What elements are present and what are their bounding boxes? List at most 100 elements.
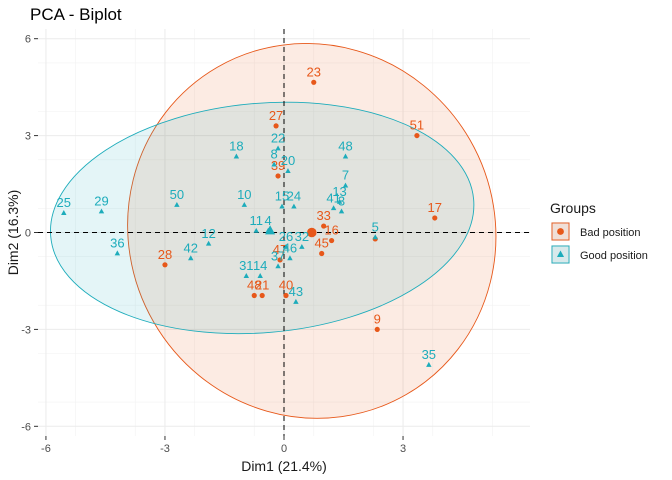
data-point xyxy=(372,234,378,240)
point-label: 18 xyxy=(229,139,243,154)
x-tick-label: 0 xyxy=(281,443,287,455)
group-ellipse xyxy=(50,101,475,335)
data-point xyxy=(277,257,283,263)
data-point xyxy=(330,205,337,211)
data-point xyxy=(259,292,265,299)
data-point xyxy=(336,198,343,204)
point-label: 47 xyxy=(273,242,287,257)
data-point xyxy=(283,243,289,249)
point-label: 28 xyxy=(158,247,172,262)
data-point xyxy=(414,132,420,139)
data-point xyxy=(114,250,121,256)
point-label: 9 xyxy=(374,311,381,326)
point-label: 14 xyxy=(253,258,267,273)
data-point xyxy=(426,361,432,367)
data-point xyxy=(205,240,212,246)
x-tick-label: -6 xyxy=(41,443,51,455)
point-label: 13 xyxy=(332,184,346,199)
point-label: 41 xyxy=(326,190,340,205)
point-label: 8 xyxy=(270,147,277,162)
point-label: 36 xyxy=(110,235,124,250)
point-label: 43 xyxy=(289,284,303,299)
legend: Groups Bad position Good position xyxy=(550,200,648,264)
x-tick-label: -3 xyxy=(160,443,170,455)
data-point xyxy=(98,208,105,214)
point-label: 45 xyxy=(314,235,328,250)
data-point xyxy=(342,153,349,159)
data-point xyxy=(311,79,317,85)
point-label: 12 xyxy=(201,226,215,241)
data-point xyxy=(251,292,257,299)
point-label: 40 xyxy=(279,277,293,292)
point-label: 42 xyxy=(184,240,198,255)
point-label: 37 xyxy=(271,248,285,263)
point-label: 26 xyxy=(279,229,293,244)
data-point xyxy=(342,182,349,188)
legend-key-marker xyxy=(557,228,564,235)
ellipse-good-position xyxy=(50,101,475,335)
point-label: 15 xyxy=(275,189,289,204)
point-label: 29 xyxy=(94,194,108,209)
data-point xyxy=(253,227,259,233)
group-centroid xyxy=(306,227,317,238)
data-point xyxy=(275,145,281,151)
point-label: 51 xyxy=(410,118,424,133)
data-point xyxy=(233,153,240,159)
data-point xyxy=(321,223,327,229)
data-point xyxy=(338,208,345,214)
point-label: 22 xyxy=(271,131,285,146)
point-label: 32 xyxy=(295,229,309,244)
point-label: 33 xyxy=(316,208,330,223)
chart-title: PCA - Biplot xyxy=(30,5,122,24)
point-label: 39 xyxy=(271,158,285,173)
data-point xyxy=(275,173,281,179)
y-tick-label: 6 xyxy=(25,34,31,46)
legend-title: Groups xyxy=(550,200,596,216)
data-point xyxy=(275,263,281,269)
x-axis-title: Dim1 (21.4%) xyxy=(241,458,327,474)
data-point xyxy=(241,201,248,207)
data-point xyxy=(273,123,279,129)
data-point xyxy=(279,203,285,209)
data-point xyxy=(319,250,325,257)
data-point xyxy=(291,203,297,209)
data-point xyxy=(271,161,277,167)
point-label: 25 xyxy=(57,195,71,210)
point-label: 48 xyxy=(247,277,261,292)
data-point xyxy=(61,210,67,215)
point-label: 5 xyxy=(372,219,379,234)
point-label: 35 xyxy=(422,347,436,362)
point-label: 50 xyxy=(170,187,184,202)
legend-label: Good position xyxy=(580,250,648,262)
data-point xyxy=(293,298,299,304)
point-label: 16 xyxy=(324,223,338,238)
data-point xyxy=(257,273,263,278)
group-centroid xyxy=(265,225,276,235)
point-label: 10 xyxy=(237,187,251,202)
point-label: 23 xyxy=(307,64,321,79)
data-point xyxy=(287,255,293,261)
x-tick-label: 3 xyxy=(400,443,406,455)
y-tick-label: -6 xyxy=(21,421,31,433)
point-label: 20 xyxy=(281,153,295,168)
point-label: 27 xyxy=(269,108,283,123)
data-point xyxy=(243,273,250,278)
data-point xyxy=(329,237,335,244)
data-point xyxy=(432,215,438,221)
legend-key-marker xyxy=(556,250,565,257)
data-point xyxy=(283,292,289,299)
point-label: 46 xyxy=(283,240,297,255)
point-label: 4 xyxy=(265,213,272,228)
y-tick-label: -3 xyxy=(21,324,31,336)
point-label: 48 xyxy=(338,139,352,154)
legend-label: Bad position xyxy=(580,227,641,239)
point-label: 24 xyxy=(287,189,301,204)
point-label: 31 xyxy=(239,258,253,273)
data-point xyxy=(285,168,291,174)
data-point xyxy=(374,326,380,333)
y-axis-title: Dim2 (16.3%) xyxy=(5,190,21,276)
y-tick-label: 0 xyxy=(25,228,31,240)
data-point xyxy=(174,201,180,207)
point-label: 17 xyxy=(428,200,442,215)
